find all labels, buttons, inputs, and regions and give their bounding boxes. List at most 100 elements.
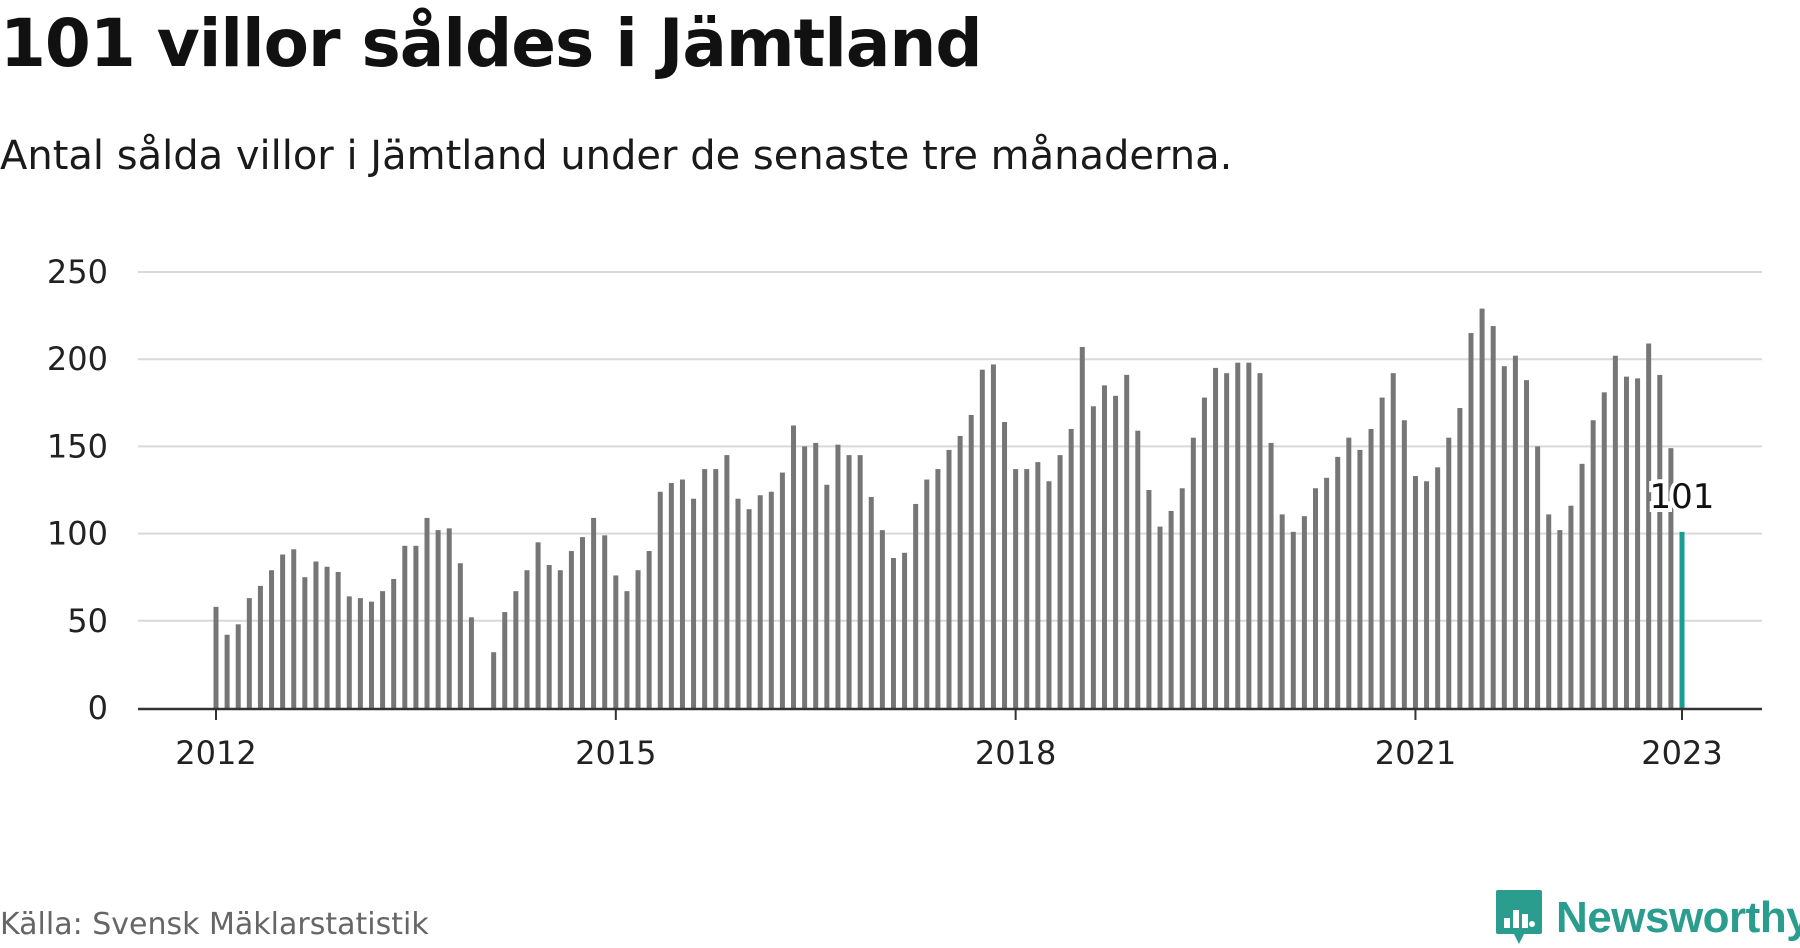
bar bbox=[1501, 366, 1507, 708]
bar bbox=[1657, 374, 1663, 708]
bar bbox=[1135, 430, 1141, 708]
chart-subtitle: Antal sålda villor i Jämtland under de s… bbox=[0, 133, 1233, 179]
source-note: Källa: Svensk Mäklarstatistik bbox=[0, 907, 429, 942]
bar bbox=[1201, 397, 1207, 708]
bar bbox=[1002, 421, 1008, 708]
bar bbox=[957, 435, 963, 708]
bar bbox=[1313, 488, 1318, 708]
bar bbox=[1446, 437, 1452, 708]
bar bbox=[824, 484, 830, 708]
bar bbox=[1401, 420, 1407, 708]
bar bbox=[1557, 530, 1563, 708]
bar bbox=[1646, 343, 1652, 708]
bar bbox=[1601, 392, 1607, 708]
bar bbox=[791, 425, 797, 708]
bar bbox=[591, 517, 597, 708]
bar bbox=[1101, 385, 1107, 708]
bar bbox=[235, 624, 241, 708]
bar bbox=[1079, 346, 1085, 708]
bar bbox=[1390, 373, 1396, 708]
bar bbox=[213, 606, 219, 708]
bar bbox=[1324, 477, 1330, 708]
bar bbox=[1279, 514, 1285, 708]
bar bbox=[990, 364, 996, 708]
y-axis-ticks: 0 50 100 150 200 250 bbox=[47, 253, 108, 727]
bar bbox=[635, 570, 641, 708]
bar bbox=[1168, 510, 1174, 708]
y-tick-label: 150 bbox=[47, 427, 108, 465]
newsworthy-logo-icon bbox=[1496, 890, 1542, 944]
bar bbox=[1612, 355, 1618, 708]
bar bbox=[1179, 488, 1185, 708]
bar bbox=[457, 563, 463, 708]
bar bbox=[1346, 437, 1352, 708]
bar bbox=[1468, 333, 1474, 708]
bar bbox=[813, 442, 819, 708]
bar bbox=[1435, 467, 1441, 708]
bar bbox=[357, 598, 363, 708]
bar bbox=[513, 591, 519, 708]
bar bbox=[613, 575, 619, 708]
bar bbox=[402, 545, 408, 708]
brand-name: Newsworthy bbox=[1556, 893, 1800, 942]
bar bbox=[902, 552, 908, 708]
bar bbox=[857, 455, 863, 708]
bar bbox=[446, 528, 452, 708]
bar bbox=[302, 577, 308, 708]
bar bbox=[1090, 406, 1096, 708]
bars bbox=[213, 308, 1685, 708]
bar bbox=[713, 469, 719, 708]
bar bbox=[313, 561, 319, 708]
bar bbox=[1035, 462, 1041, 708]
bar bbox=[468, 617, 474, 708]
bar bbox=[702, 469, 708, 708]
bar bbox=[1535, 446, 1541, 708]
bar bbox=[324, 566, 330, 708]
bar bbox=[779, 472, 785, 708]
bar bbox=[1424, 481, 1430, 708]
bar bbox=[1635, 378, 1641, 708]
bar bbox=[1157, 526, 1163, 708]
bar bbox=[602, 535, 608, 708]
bar bbox=[746, 509, 752, 708]
bar bbox=[1368, 428, 1374, 708]
bar bbox=[502, 612, 508, 708]
bar bbox=[424, 517, 430, 708]
bar bbox=[1124, 374, 1130, 708]
bar bbox=[257, 585, 263, 708]
bar bbox=[269, 570, 275, 708]
bar bbox=[1379, 397, 1385, 708]
bar bbox=[1301, 516, 1307, 708]
bar bbox=[1146, 490, 1152, 708]
y-tick-label: 100 bbox=[47, 515, 108, 553]
x-tick-label: 2021 bbox=[1375, 734, 1456, 772]
y-tick-label: 250 bbox=[47, 253, 108, 291]
bar bbox=[968, 415, 974, 708]
bar bbox=[1113, 395, 1119, 708]
bar bbox=[346, 596, 352, 708]
bar bbox=[413, 545, 419, 708]
bar bbox=[1024, 469, 1030, 708]
bar bbox=[435, 530, 441, 708]
bar bbox=[535, 542, 541, 708]
data-labels: 101 bbox=[1646, 473, 1719, 521]
bar bbox=[1246, 362, 1252, 708]
bar bbox=[1457, 408, 1463, 708]
x-tick-label: 2012 bbox=[175, 734, 256, 772]
bar bbox=[946, 449, 952, 708]
bar bbox=[224, 634, 230, 708]
bar bbox=[1057, 455, 1063, 708]
bar bbox=[1190, 437, 1196, 708]
bar bbox=[280, 554, 286, 708]
bar bbox=[1335, 456, 1341, 708]
brand-logo: Newsworthy bbox=[1494, 888, 1800, 948]
bar bbox=[1046, 481, 1052, 708]
bar bbox=[335, 571, 341, 708]
chart-title: 101 villor såldes i Jämtland bbox=[0, 5, 983, 82]
bar bbox=[524, 570, 530, 708]
bar bbox=[890, 558, 896, 708]
bar bbox=[1623, 376, 1629, 708]
bar bbox=[646, 551, 652, 708]
bar bbox=[1213, 367, 1219, 708]
